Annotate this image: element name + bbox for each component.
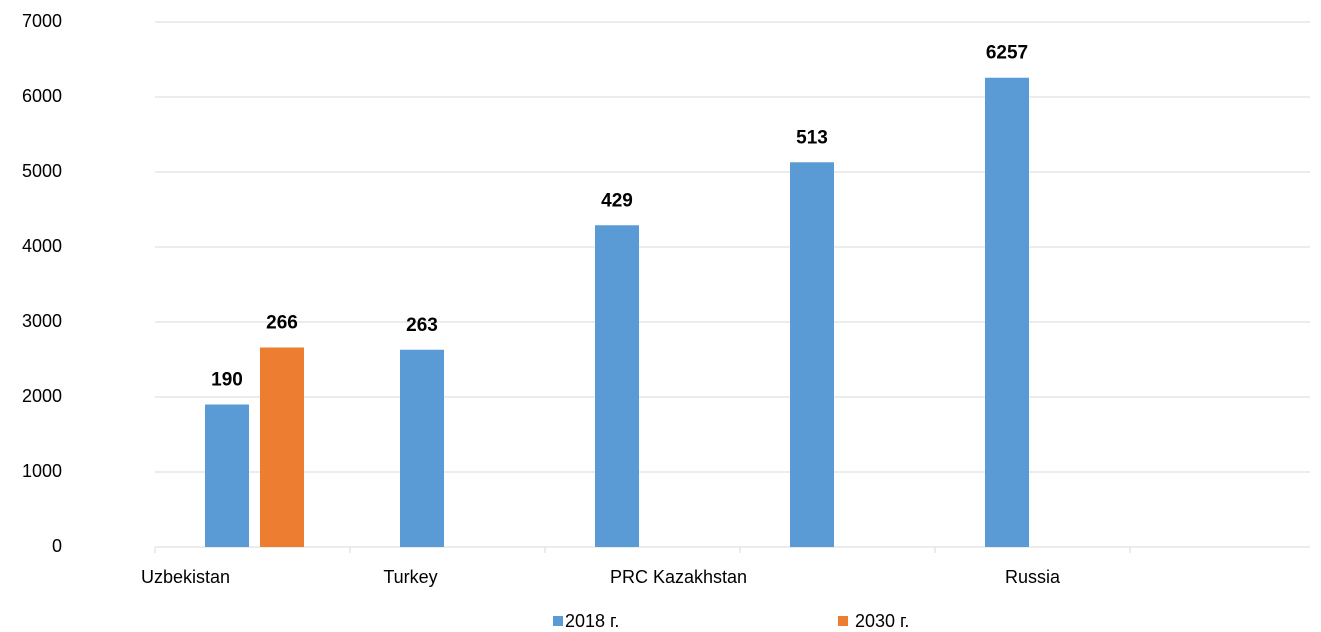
data-label: 266 (266, 313, 298, 334)
y-tick-label: 6000 (22, 86, 62, 106)
bar (790, 162, 834, 547)
bar (400, 349, 444, 547)
legend-swatch (838, 616, 848, 626)
x-tick-label: Uzbekistan (141, 567, 230, 587)
y-tick-label: 2000 (22, 386, 62, 406)
bar (260, 347, 304, 547)
bar (595, 225, 639, 547)
legend-label: 2018 г. (565, 611, 619, 631)
x-tick-label: PRC Kazakhstan (610, 567, 747, 587)
y-tick-label: 3000 (22, 311, 62, 331)
data-label: 190 (211, 370, 243, 391)
x-tick-label: Russia (1005, 567, 1061, 587)
legend-swatch (553, 616, 563, 626)
y-tick-label: 5000 (22, 161, 62, 181)
data-label: 6257 (986, 43, 1028, 64)
data-label: 263 (406, 315, 438, 336)
y-tick-label: 1000 (22, 461, 62, 481)
y-tick-label: 0 (52, 536, 62, 556)
legend-label: 2030 г. (855, 611, 909, 631)
y-tick-label: 4000 (22, 236, 62, 256)
data-label: 513 (796, 127, 828, 148)
bar (205, 404, 249, 547)
bar (985, 77, 1029, 547)
data-label: 429 (601, 190, 633, 211)
x-tick-label: Turkey (383, 567, 437, 587)
y-tick-label: 7000 (22, 11, 62, 31)
